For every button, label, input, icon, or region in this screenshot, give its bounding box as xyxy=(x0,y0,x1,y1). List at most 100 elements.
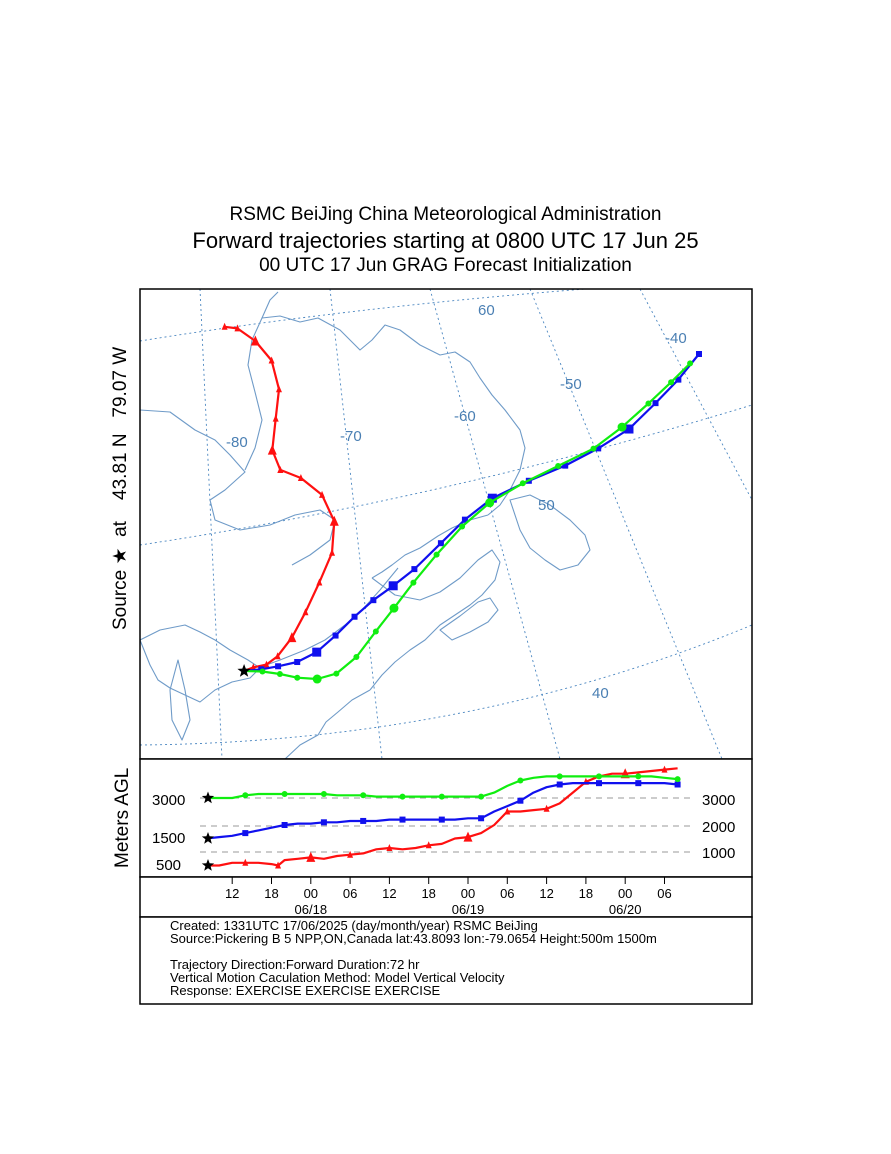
start-star-icon-1500 xyxy=(201,832,215,844)
lat-label-60: 60 xyxy=(478,302,495,319)
time-tick-label: 00 xyxy=(304,886,318,901)
footer-response: Response: EXERCISE EXERCISE EXERCISE xyxy=(170,983,441,998)
james-bay-coast xyxy=(244,291,279,471)
left-label-1500: 1500 xyxy=(152,830,185,847)
height-point-blue xyxy=(596,780,602,787)
time-tick-label: 06 xyxy=(657,886,671,901)
source-star-icon xyxy=(237,664,251,677)
height-point-red xyxy=(661,765,668,773)
height-point-blue xyxy=(517,797,524,804)
newfoundland-coast xyxy=(509,494,591,571)
map-point-blue xyxy=(294,659,301,666)
longitude-line-80 xyxy=(199,289,223,759)
st-lawrence xyxy=(257,567,399,669)
height-point-green xyxy=(556,773,563,780)
right-label-2000: 2000 xyxy=(702,819,735,836)
left-label-500: 500 xyxy=(156,857,181,874)
footer-method: Vertical Motion Caculation Method: Model… xyxy=(170,970,505,985)
map-point-green xyxy=(590,445,597,452)
map-point-green xyxy=(276,671,283,678)
map-point-blue xyxy=(411,566,418,573)
height-point-red xyxy=(504,807,511,815)
map-point-blue xyxy=(388,581,398,591)
longitude-line-60 xyxy=(429,289,561,759)
height-point-blue xyxy=(399,816,406,823)
map-point-blue xyxy=(437,540,444,547)
map-point-blue xyxy=(624,424,634,434)
map-point-red xyxy=(275,385,282,393)
height-point-green xyxy=(281,790,288,797)
height-point-green xyxy=(478,793,485,800)
map-point-red xyxy=(268,356,275,364)
map-point-red xyxy=(277,465,284,473)
height-point-green xyxy=(360,792,367,799)
height-point-green xyxy=(596,773,602,780)
map-point-green xyxy=(259,668,266,675)
map-point-blue xyxy=(562,462,569,469)
height-point-green xyxy=(438,793,445,800)
footer-info: Created: 1331UTC 17/06/2025 (day/month/y… xyxy=(170,919,657,997)
map-point-red xyxy=(250,663,257,671)
time-tick-label: 12 xyxy=(539,886,553,901)
map-point-blue xyxy=(695,351,702,358)
lon-label-60: -60 xyxy=(454,408,476,425)
great-lakes xyxy=(140,624,261,703)
footer-source: Source:Pickering B 5 NPP,ON,Canada lat:4… xyxy=(170,931,657,946)
height-point-red xyxy=(543,804,550,812)
height-point-blue xyxy=(242,830,249,837)
height-point-green xyxy=(320,790,327,797)
start-star-icon-3000 xyxy=(201,791,215,804)
height-point-blue xyxy=(635,780,642,787)
height-point-red xyxy=(425,841,432,849)
time-tick-label: 06 xyxy=(343,886,357,901)
map-point-blue xyxy=(332,632,339,639)
latitude-line-50 xyxy=(140,404,752,546)
right-label-1000: 1000 xyxy=(702,845,735,862)
time-tick-label: 18 xyxy=(579,886,593,901)
time-tick-label: 12 xyxy=(225,886,239,901)
lon-label-50: -50 xyxy=(560,376,582,393)
header-line-1: RSMC BeiJing China Meteorological Admini… xyxy=(229,204,662,225)
map-frame-bg xyxy=(140,289,752,759)
map-point-red xyxy=(221,322,228,330)
map-point-green xyxy=(645,400,652,407)
map-point-red xyxy=(302,608,309,616)
map-point-red xyxy=(316,578,323,586)
map-point-green xyxy=(294,674,301,681)
map-point-green xyxy=(312,674,322,684)
lake-michigan xyxy=(169,659,191,741)
start-star-icon-500 xyxy=(201,859,215,871)
height-point-green xyxy=(399,793,406,800)
header-line-3: 00 UTC 17 Jun GRAG Forecast Initializati… xyxy=(259,255,632,276)
height-point-green xyxy=(674,776,681,783)
map-point-green xyxy=(459,523,466,530)
map-point-green xyxy=(668,379,675,386)
map-point-red xyxy=(263,660,270,668)
map-point-red xyxy=(274,652,281,660)
map-point-green xyxy=(617,422,627,432)
height-point-red xyxy=(463,831,473,842)
height-point-green xyxy=(517,777,524,784)
latitude-line-60 xyxy=(140,289,592,342)
date-label: 06/18 xyxy=(295,902,328,917)
height-point-blue xyxy=(320,819,327,826)
height-ylabel: Meters AGL xyxy=(112,768,133,868)
map-point-red xyxy=(234,324,241,332)
map-point-blue xyxy=(370,597,377,604)
atlantic-coast xyxy=(284,689,371,759)
lon-label-80: -80 xyxy=(226,434,248,451)
map-point-red xyxy=(267,444,277,455)
map-point-blue xyxy=(275,663,282,670)
time-tick-label: 18 xyxy=(264,886,278,901)
latitude-line-40 xyxy=(140,624,752,746)
date-label: 06/20 xyxy=(609,902,642,917)
map-point-green xyxy=(353,654,360,661)
map-point-green xyxy=(687,360,694,367)
map-trajectory-green xyxy=(243,362,691,681)
map-point-blue xyxy=(351,613,358,620)
map-point-green xyxy=(389,603,399,613)
map-point-green xyxy=(372,628,379,635)
time-axis-frame xyxy=(139,876,753,918)
labrador-coast xyxy=(371,514,489,579)
map-trajectory-blue xyxy=(243,353,700,673)
